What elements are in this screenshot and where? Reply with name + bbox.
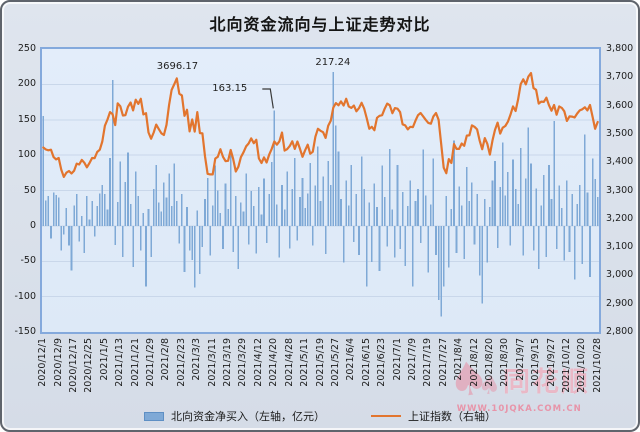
x-tick-label: 2021/3/3 <box>191 338 203 381</box>
x-tick-label: 2021/8/12 <box>468 338 480 387</box>
x-tick-label: 2021/8/4 <box>453 338 465 381</box>
x-tick-label: 2021/10/28 <box>591 338 603 393</box>
x-tick-label: 2021/5/27 <box>329 338 341 387</box>
x-tick-label: 2021/3/19 <box>222 338 234 387</box>
y-tick-left: 200 <box>17 78 36 90</box>
x-tick-label: 2021/6/15 <box>360 338 372 387</box>
x-tick-label: 2021/10/20 <box>576 338 588 393</box>
chart-legend: 北向资金净买入（左轴，亿元） 上证指数（右轴） <box>2 406 638 426</box>
x-tick-label: 2021/4/28 <box>283 338 295 387</box>
y-tick-right: 3,700 <box>606 71 634 83</box>
x-tick-label: 2020/12/25 <box>83 338 95 393</box>
y-tick-left: -150 <box>14 326 36 337</box>
x-tick-label: 2021/3/11 <box>206 338 218 387</box>
x-tick-label: 2021/1/29 <box>145 338 157 387</box>
y-tick-right: 3,300 <box>606 184 634 196</box>
watermark-url: WWW.10JQKA.COM.CN <box>456 404 582 414</box>
legend-line-label: 上证指数（右轴） <box>408 410 496 423</box>
data-annotation: 3696.17 <box>156 61 199 73</box>
legend-bar-label: 北向资金净买入（左轴，亿元） <box>171 410 325 423</box>
y-tick-right: 3,400 <box>606 156 634 168</box>
x-tick-label: 2021/7/1 <box>391 338 403 381</box>
y-tick-right: 2,900 <box>606 297 634 309</box>
x-tick-label: 2021/6/23 <box>376 338 388 387</box>
x-tick-label: 2021/4/12 <box>252 338 264 387</box>
y-tick-left: 0 <box>29 219 36 231</box>
legend-item-bars: 北向资金净买入（左轴，亿元） <box>144 408 325 424</box>
bar-swatch-icon <box>144 411 164 421</box>
y-tick-left: -50 <box>20 255 36 267</box>
y-tick-left: 50 <box>23 184 36 196</box>
x-tick-label: 2021/1/5 <box>98 338 110 381</box>
y-tick-left: 100 <box>17 149 36 161</box>
legend-item-line: 上证指数（右轴） <box>371 408 496 424</box>
x-tick-label: 2020/12/1 <box>37 338 49 387</box>
y-tick-right: 3,800 <box>606 43 634 54</box>
x-tick-label: 2021/8/20 <box>483 338 495 387</box>
x-tick-label: 2021/7/9 <box>406 338 418 381</box>
x-tick-label: 2021/4/20 <box>268 338 280 387</box>
x-tick-label: 2021/6/4 <box>345 338 357 381</box>
x-tick-label: 2021/7/27 <box>437 338 449 387</box>
x-tick-label: 2021/1/13 <box>114 338 126 387</box>
y-tick-left: 250 <box>17 43 36 54</box>
x-tick-label: 2020/12/17 <box>68 338 80 393</box>
y-tick-right: 3,200 <box>606 212 634 224</box>
watermark: ♠ ♠ 同花顺 WWW.10JQKA.COM.CN <box>445 349 590 414</box>
watermark-brand: 同花顺 <box>503 366 590 398</box>
chart-plot-area <box>40 47 601 334</box>
x-tick-label: 2021/3/29 <box>237 338 249 387</box>
line-swatch-icon <box>371 415 401 417</box>
y-tick-right: 3,000 <box>606 269 634 281</box>
x-tick-label: 2021/9/27 <box>545 338 557 387</box>
y-tick-left: -100 <box>14 290 36 302</box>
x-tick-label: 2021/8/30 <box>499 338 511 387</box>
x-tick-label: 2021/9/7 <box>514 338 526 381</box>
y-tick-right: 2,800 <box>606 326 634 337</box>
y-tick-right: 3,500 <box>606 127 634 139</box>
x-tick-label: 2020/12/9 <box>52 338 64 387</box>
y-tick-right: 3,600 <box>606 99 634 111</box>
x-tick-label: 2021/2/23 <box>175 338 187 387</box>
x-tick-label: 2021/10/12 <box>560 338 572 393</box>
x-tick-label: 2021/5/11 <box>299 338 311 387</box>
y-tick-left: 150 <box>17 113 36 125</box>
data-annotation: 217.24 <box>315 57 351 69</box>
x-tick-label: 2021/5/19 <box>314 338 326 387</box>
data-annotation: 163.15 <box>212 83 248 94</box>
x-tick-label: 2021/7/19 <box>422 338 434 387</box>
page-title: 北向资金流向与上证走势对比 <box>209 15 431 34</box>
x-tick-label: 2021/9/15 <box>530 338 542 387</box>
y-tick-right: 3,100 <box>606 241 634 253</box>
x-tick-label: 2021/2/8 <box>160 338 172 381</box>
x-tick-label: 2021/1/21 <box>129 338 141 387</box>
chart-canvas <box>42 72 599 317</box>
